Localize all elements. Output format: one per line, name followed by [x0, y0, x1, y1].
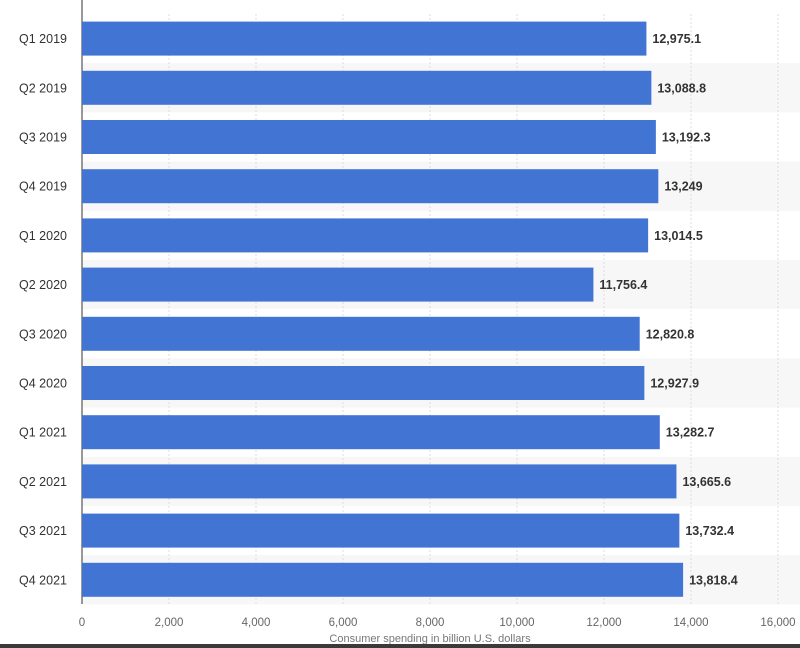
value-label: 13,249	[664, 180, 702, 194]
category-label: Q1 2020	[19, 229, 67, 243]
value-labels: 12,975.1 13,088.8 13,192.3 13,249 13,014.5 11…	[599, 32, 737, 587]
category-label: Q3 2021	[19, 524, 67, 538]
category-label: Q4 2020	[19, 377, 67, 391]
x-tick-label: 14,000	[673, 617, 708, 629]
category-label: Q4 2019	[19, 180, 67, 194]
value-label: 13,014.5	[654, 229, 703, 243]
category-label: Q3 2020	[19, 327, 67, 341]
bar	[82, 218, 649, 253]
category-label: Q3 2019	[19, 131, 67, 145]
category-label: Q2 2019	[19, 81, 67, 95]
bar	[82, 267, 594, 302]
x-tick-label: 12,000	[586, 617, 621, 629]
value-label: 12,820.8	[646, 327, 695, 341]
value-label: 13,088.8	[657, 81, 706, 95]
bar	[82, 366, 645, 400]
x-tick-label: 0	[79, 617, 85, 629]
category-label: Q2 2021	[19, 475, 67, 489]
bar	[82, 513, 680, 548]
bar	[82, 562, 684, 597]
x-tick-label: 4,000	[242, 617, 271, 629]
bar	[82, 120, 656, 154]
x-tick-label: 2,000	[155, 617, 184, 629]
bar	[82, 464, 677, 499]
x-tick-label: 6,000	[329, 617, 358, 629]
bottom-divider	[0, 644, 800, 648]
x-tick-labels: 0 2,000 4,000 6,000 8,000 10,000 12,000 14,000 1…	[79, 617, 796, 629]
category-label: Q1 2019	[19, 32, 67, 46]
bar	[82, 169, 659, 204]
value-label: 13,192.3	[662, 131, 711, 145]
value-label: 11,756.4	[599, 278, 647, 292]
value-label: 13,282.7	[666, 426, 715, 440]
category-labels: Q1 2019 Q2 2019 Q3 2019 Q4 2019 Q1 2020 Q2 20…	[19, 32, 67, 587]
x-axis-title: Consumer spending in billion U.S. dollar…	[329, 633, 531, 644]
x-tick-label: 16,000	[760, 617, 795, 629]
bar	[82, 316, 640, 351]
value-label: 13,732.4	[685, 524, 734, 538]
value-label: 13,818.4	[689, 573, 738, 587]
bars	[82, 21, 684, 597]
bar	[82, 415, 660, 450]
value-label: 12,927.9	[650, 377, 699, 391]
x-tick-label: 10,000	[499, 617, 534, 629]
category-label: Q4 2021	[19, 573, 67, 587]
value-label: 12,975.1	[652, 32, 701, 46]
category-label: Q1 2021	[19, 426, 67, 440]
value-label: 13,665.6	[682, 475, 731, 489]
category-label: Q2 2020	[19, 278, 67, 292]
x-tick-label: 8,000	[416, 617, 445, 629]
bar	[82, 21, 647, 56]
bar	[82, 70, 652, 105]
